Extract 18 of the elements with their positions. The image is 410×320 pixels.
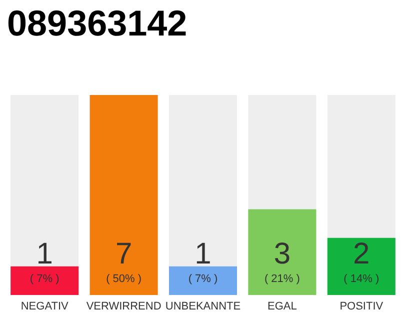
bar	[10, 266, 79, 295]
data-label: 1	[194, 238, 212, 270]
x-tick-label: EGAL	[268, 300, 297, 312]
data-label: 2	[353, 238, 370, 270]
annotation: ( 14% )	[344, 273, 380, 285]
annotation: ( 7% )	[30, 273, 60, 285]
x-tick-label: UNBEKANNTE	[165, 300, 241, 312]
x-tick-label: POSITIV	[340, 300, 384, 312]
data-label: 3	[274, 238, 291, 270]
annotation: ( 7% )	[188, 273, 218, 285]
annotation: ( 21% )	[264, 273, 300, 285]
data-label: 1	[36, 238, 53, 270]
chart-title: 089363142	[7, 2, 188, 44]
x-tick-label: NEGATIV	[20, 300, 69, 312]
data-label: 7	[115, 238, 132, 270]
x-tick-label: VERWIRREND	[86, 300, 162, 312]
annotation: ( 50% )	[106, 273, 142, 285]
bar	[169, 266, 237, 295]
